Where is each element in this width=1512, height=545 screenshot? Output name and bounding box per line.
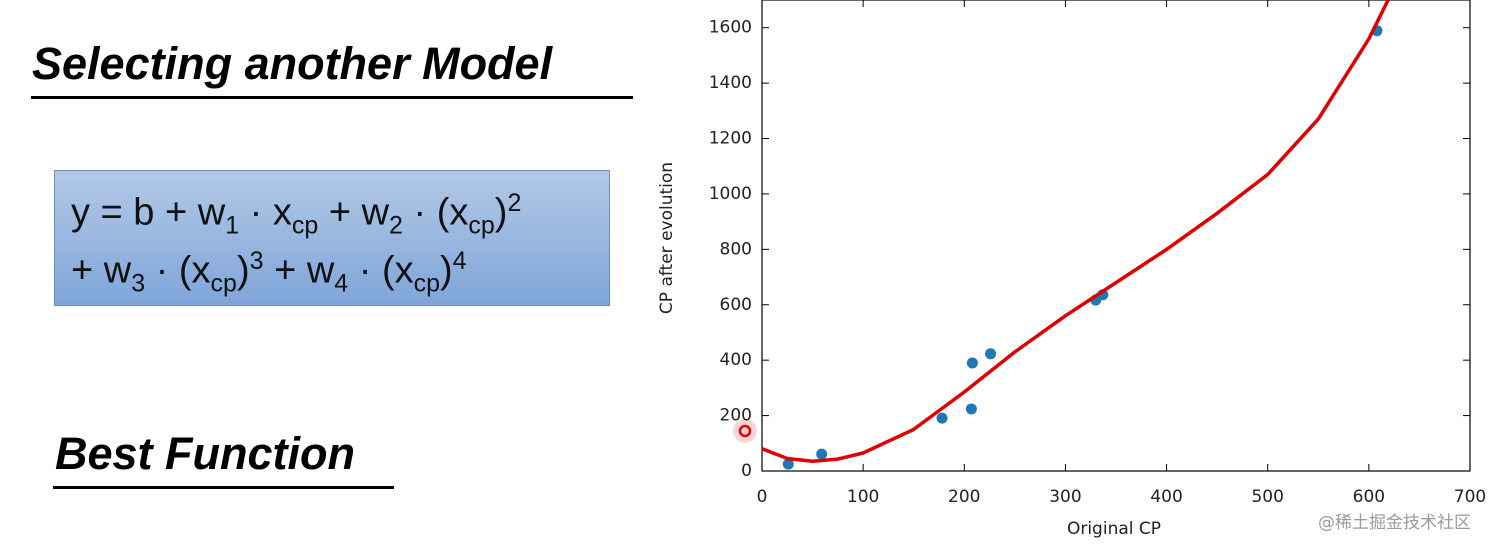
formula-base: + w: [263, 249, 335, 292]
y-tick-label: 800: [720, 239, 752, 259]
y-tick-label: 0: [741, 461, 752, 481]
subtitle: Best Function: [55, 428, 355, 479]
formula-base: ): [236, 249, 250, 292]
y-tick-label: 1400: [709, 73, 752, 93]
y-tick-label: 1200: [709, 129, 752, 149]
y-tick-label: 1000: [709, 184, 752, 204]
x-tick-label: 400: [1150, 487, 1182, 507]
formula-line: + w3 · (xcp)3 + w4 · (xcp)4: [71, 247, 467, 298]
fit-curve: [761, 0, 1390, 464]
x-tick-label: 600: [1353, 487, 1385, 507]
point: [782, 458, 794, 470]
y-axis-label: CP after evolution: [657, 162, 677, 314]
title-underline: [31, 96, 633, 99]
y-tick-label: 600: [720, 295, 752, 315]
x-tick-label: 100: [847, 487, 879, 507]
formula-sub: 3: [131, 269, 146, 298]
y-tick-label: 400: [720, 350, 752, 370]
point: [816, 448, 828, 460]
point: [966, 357, 978, 369]
point: [936, 412, 948, 424]
x-tick-label: 200: [948, 487, 980, 507]
formula-base: · x: [239, 191, 292, 234]
x-axis-label: Original CP: [1067, 519, 1161, 539]
formula-line: y = b + w1 · xcp + w2 · (xcp)2: [71, 189, 521, 240]
formula-base: + w: [318, 191, 390, 234]
formula-sub: cp: [210, 269, 237, 298]
cursor: [738, 424, 752, 438]
formula-sub: cp: [291, 211, 319, 240]
formula-base: ): [494, 191, 508, 234]
slide-title: Selecting another Model: [32, 38, 553, 89]
formula-base: ): [440, 249, 453, 292]
formula-sub: 4: [334, 269, 349, 298]
x-tick-label: 0: [757, 487, 768, 507]
plot-frame: [761, 0, 1471, 472]
formula-sup: 4: [452, 247, 467, 275]
y-tick-label: 200: [720, 406, 752, 426]
point: [985, 348, 997, 360]
cursor-halo: [733, 419, 757, 443]
formula-sub: 1: [225, 211, 240, 240]
x-tick-label: 700: [1454, 487, 1486, 507]
x-tick-label: 300: [1049, 487, 1081, 507]
watermark: @稀土掘金技术社区: [1318, 513, 1471, 533]
x-tick-label: 500: [1251, 487, 1283, 507]
formula-box: y = b + w1 · xcp + w2 · (xcp)2 + w3 · (x…: [54, 170, 610, 306]
formula-base: · (x: [348, 249, 414, 292]
formula-sub: cp: [413, 269, 441, 298]
formula-sup: 2: [507, 189, 522, 217]
formula-base: · (x: [402, 191, 469, 234]
formula-base: · (x: [145, 249, 211, 292]
formula-sub: cp: [468, 211, 495, 240]
formula-sup: 3: [249, 247, 264, 275]
point: [965, 403, 977, 415]
formula-sub: 2: [389, 211, 403, 240]
formula-base: + w: [71, 249, 132, 292]
subtitle-underline: [53, 486, 394, 489]
formula-base: y = b + w: [71, 191, 226, 234]
y-tick-label: 1600: [709, 18, 752, 38]
